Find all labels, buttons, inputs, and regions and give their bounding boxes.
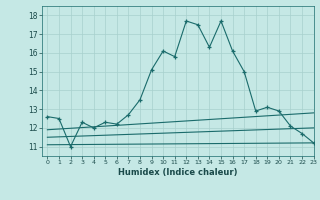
X-axis label: Humidex (Indice chaleur): Humidex (Indice chaleur) xyxy=(118,168,237,177)
